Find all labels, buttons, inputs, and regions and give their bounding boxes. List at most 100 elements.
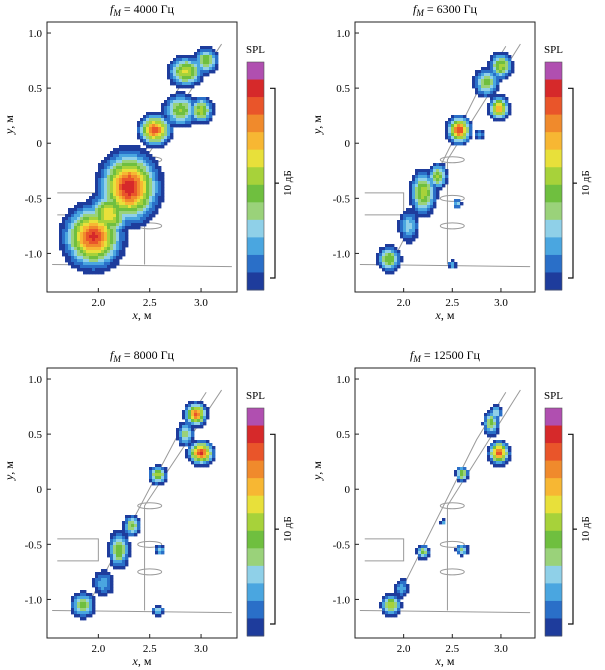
colorbar-frame (246, 407, 265, 637)
chart-title: fM = 12500 Гц (410, 348, 481, 364)
y-tick-label: 0.5 (336, 429, 350, 441)
plot-frame (46, 367, 238, 639)
y-axis-label: y, м (310, 115, 324, 135)
colorbar-bracket (270, 433, 276, 625)
colorbar-band (545, 600, 562, 619)
x-tick-label: 2.0 (91, 643, 105, 655)
x-tick-label: 2.0 (397, 297, 411, 309)
y-tick-label: 1.0 (28, 28, 42, 40)
x-axis-label: x, м (132, 308, 152, 322)
y-tick-label: -1.0 (25, 594, 43, 606)
plot-frame (354, 367, 536, 639)
x-tick-label: 2.5 (445, 643, 459, 655)
x-tick-label: 2.5 (143, 643, 157, 655)
colorbar-band (545, 62, 562, 81)
x-tick-label: 3.0 (194, 643, 208, 655)
colorbar-band (247, 114, 264, 133)
colorbar-band (247, 132, 264, 151)
colorbar-title: SPL (246, 44, 265, 56)
colorbar-band (545, 478, 562, 497)
colorbar-band (545, 408, 562, 427)
x-axis-label: x, м (435, 654, 455, 668)
chart-panel-3: 1.0 0.5 0 -0.5 -1.0 2.0 2.5 3.0 x, м y, м fM = 800… (2, 348, 294, 668)
colorbar-band (545, 167, 562, 186)
colorbar-band (545, 202, 562, 221)
colorbar-band (545, 132, 562, 151)
colorbar-band (247, 97, 264, 116)
y-tick-label: -1.0 (333, 248, 351, 260)
colorbar-band (247, 460, 264, 479)
chart-title: fM = 6300 Гц (413, 2, 478, 18)
colorbar-band (545, 565, 562, 584)
colorbar-band (247, 219, 264, 238)
y-tick-label: 1.0 (28, 374, 42, 386)
colorbar-bracket (568, 433, 574, 625)
field-layer (359, 43, 531, 275)
y-tick-label: -1.0 (25, 248, 43, 260)
colorbar-bracket (270, 87, 276, 279)
y-tick-label: -0.5 (333, 193, 351, 205)
x-tick-label: 3.0 (194, 297, 208, 309)
colorbar-band (545, 149, 562, 168)
colorbar-band (545, 272, 562, 291)
colorbar-band (545, 425, 562, 444)
colorbar-band (545, 583, 562, 602)
x-tick-label: 3.0 (494, 643, 508, 655)
y-tick-label: 0.5 (336, 83, 350, 95)
y-tick-label: 0 (37, 484, 43, 496)
colorbar-band (247, 548, 264, 567)
y-tick-label: -0.5 (25, 193, 43, 205)
colorbar-band (247, 513, 264, 532)
colorbar-range-label: 10 дБ (580, 516, 592, 542)
colorbar-band (247, 184, 264, 203)
colorbar-frame (544, 407, 563, 637)
y-tick-label: -0.5 (25, 539, 43, 551)
x-tick-label: 2.5 (143, 297, 157, 309)
colorbar-band (545, 513, 562, 532)
colorbar-band (247, 167, 264, 186)
x-axis-label: x, м (132, 654, 152, 668)
x-tick-label: 2.0 (91, 297, 105, 309)
colorbar-band (545, 548, 562, 567)
colorbar-band (247, 495, 264, 514)
plot-frame (354, 21, 536, 293)
colorbar-band (545, 460, 562, 479)
colorbar-band (247, 272, 264, 291)
colorbar-band (545, 530, 562, 549)
chart-title: fM = 8000 Гц (110, 348, 175, 364)
colorbar-band (545, 114, 562, 133)
colorbar-band (545, 97, 562, 116)
colorbar-title: SPL (544, 44, 563, 56)
field-layer (52, 43, 232, 275)
chart-panel-2: 1.0 0.5 0 -0.5 -1.0 2.0 2.5 3.0 x, м y, м fM = 630… (310, 2, 592, 322)
colorbar-band (247, 583, 264, 602)
colorbar-band (545, 495, 562, 514)
colorbar-band (247, 62, 264, 81)
colorbar-band (247, 443, 264, 462)
colorbar-range-label: 10 дБ (580, 170, 592, 196)
colorbar-band (247, 565, 264, 584)
colorbar-band (247, 600, 264, 619)
colorbar-band (545, 237, 562, 256)
colorbar-band (545, 618, 562, 637)
x-axis-label: x, м (435, 308, 455, 322)
y-tick-label: 0.5 (28, 429, 42, 441)
plot-frame (46, 21, 238, 293)
y-axis-label: y, м (310, 461, 324, 481)
colorbar-title: SPL (246, 390, 265, 402)
colorbar-band (247, 530, 264, 549)
colorbar-band (545, 254, 562, 273)
y-tick-label: -0.5 (333, 539, 351, 551)
colorbar-bracket (568, 87, 574, 279)
colorbar-frame (246, 61, 265, 291)
colorbar-band (247, 425, 264, 444)
colorbar-band (545, 184, 562, 203)
y-tick-label: -1.0 (333, 594, 351, 606)
y-axis-label: y, м (2, 461, 16, 481)
colorbar-range-label: 10 дБ (282, 516, 294, 542)
y-tick-label: 0 (345, 484, 351, 496)
colorbar-band (247, 237, 264, 256)
colorbar-band (247, 254, 264, 273)
colorbar-band (247, 202, 264, 221)
